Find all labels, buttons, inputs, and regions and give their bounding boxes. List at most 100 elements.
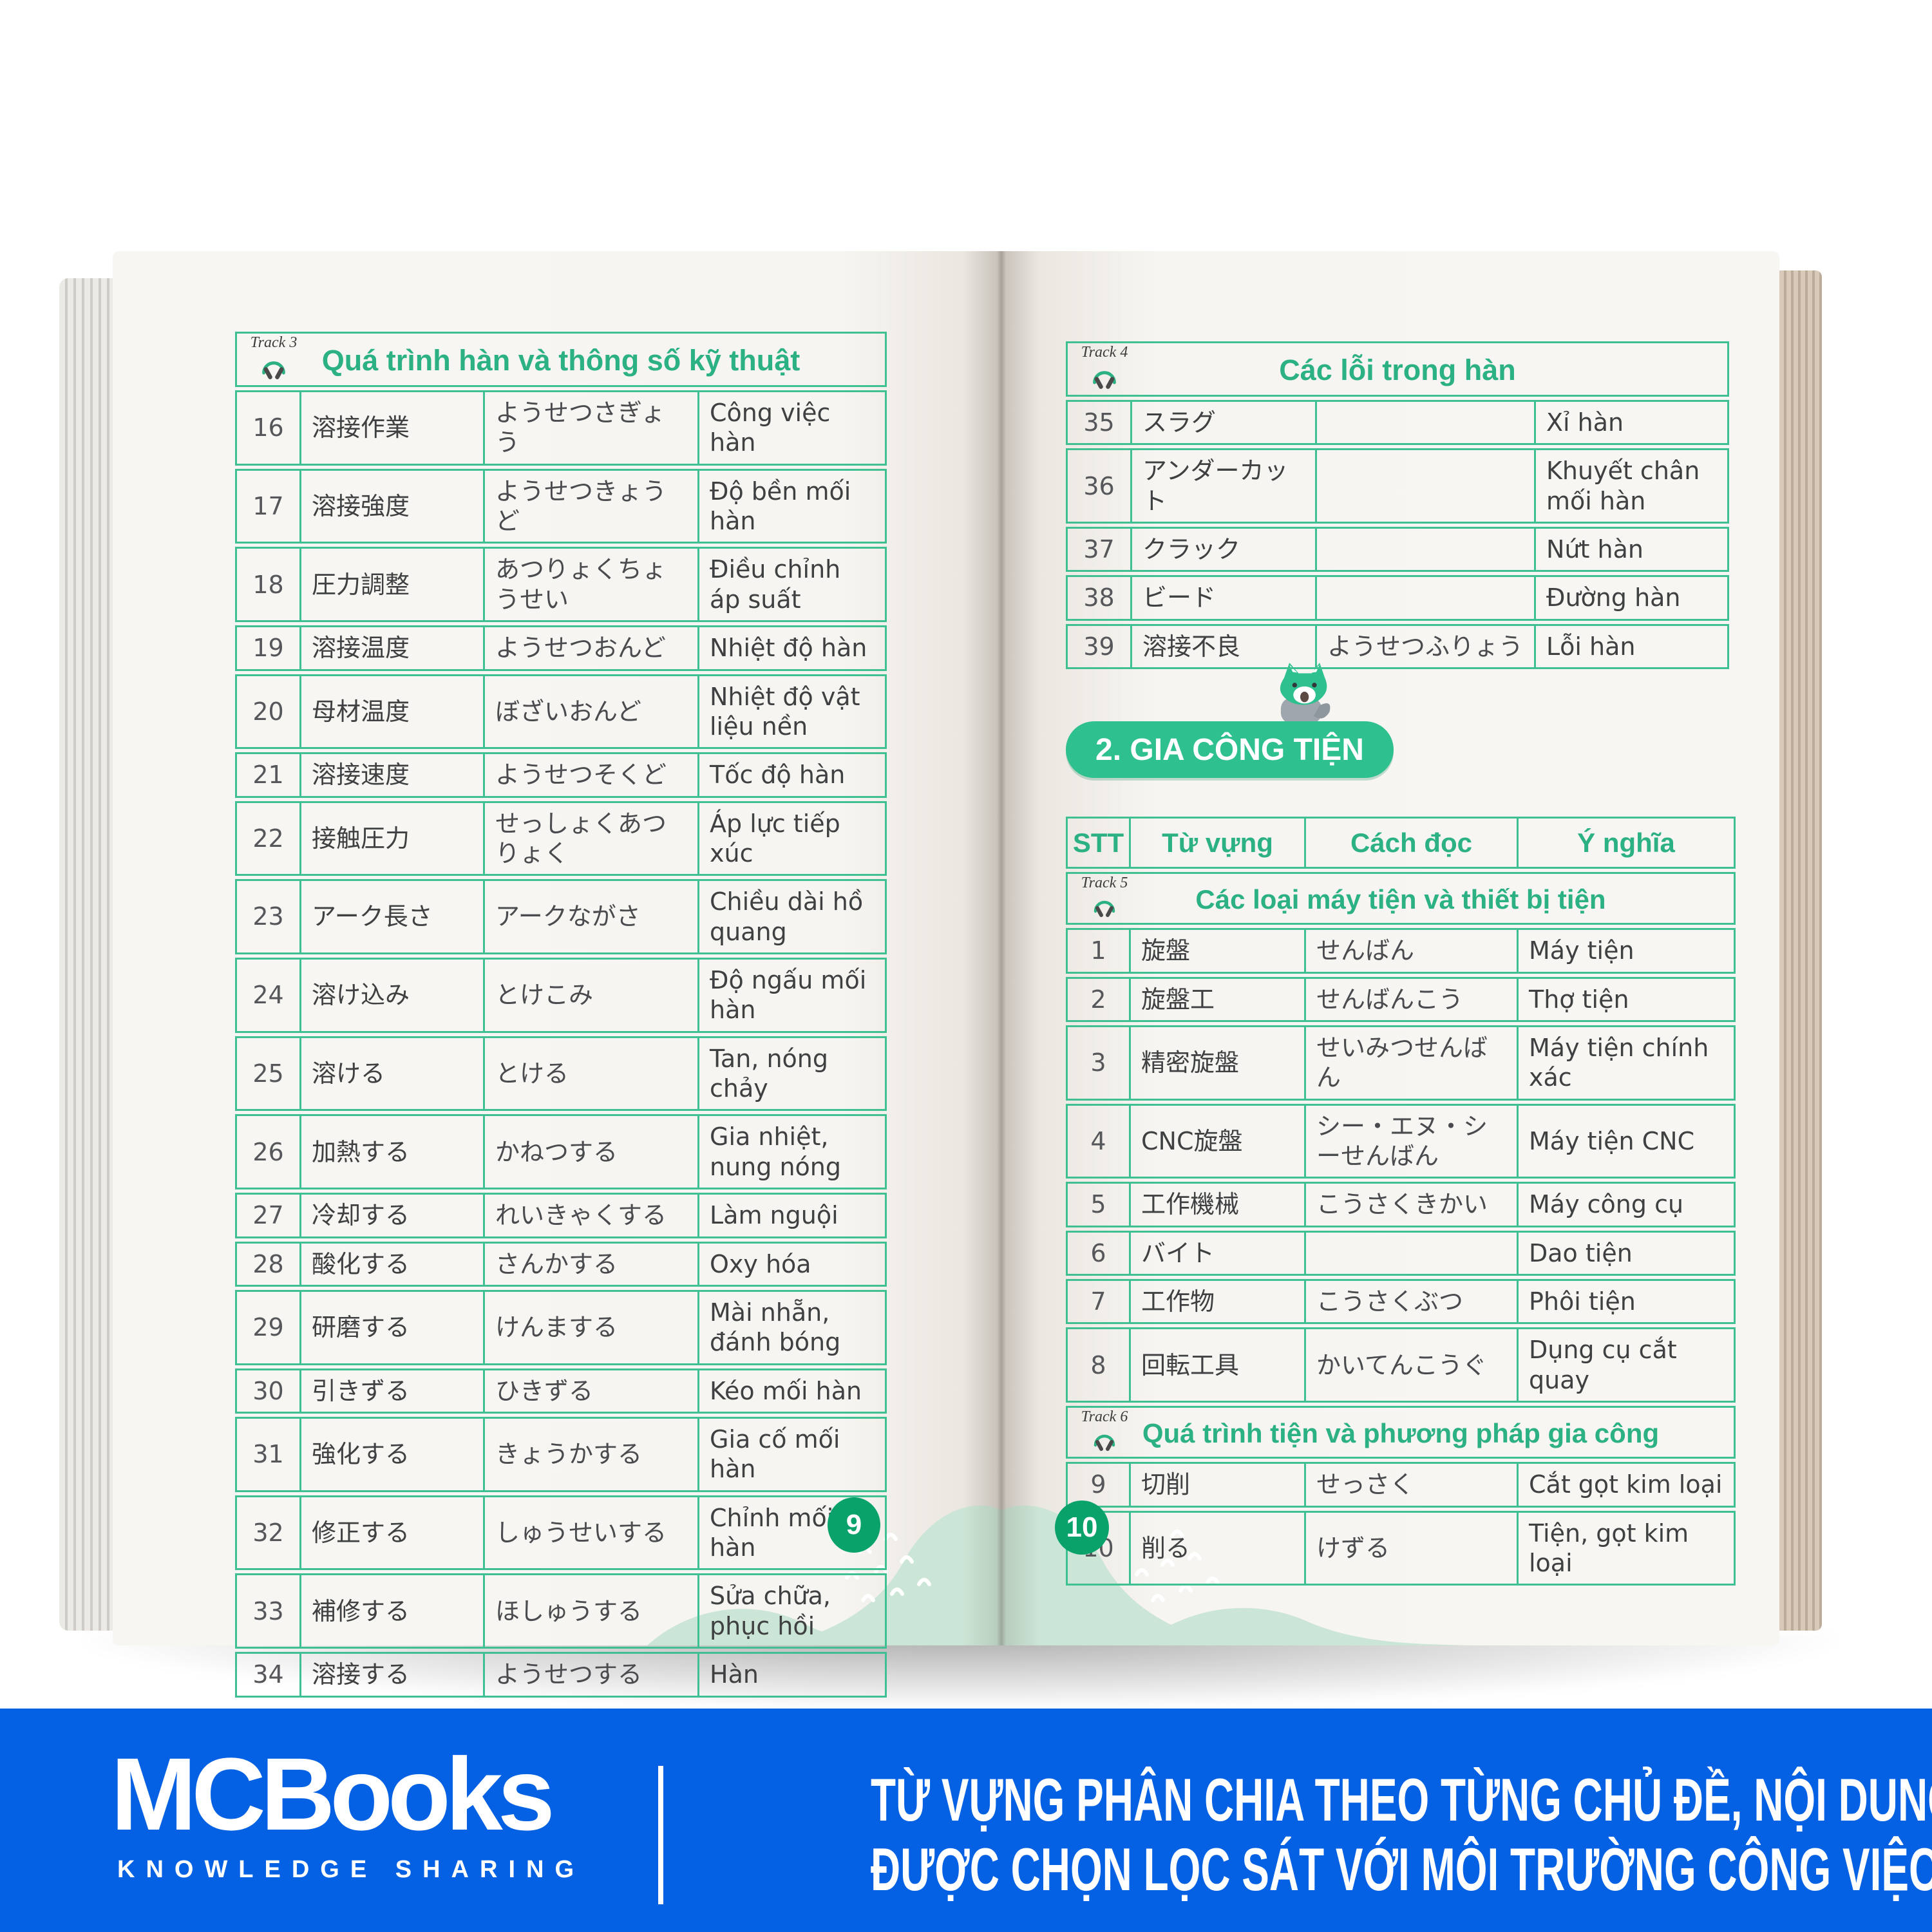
welding-errors-table: Track 4 Các lỗi trong hàn 35 スラグ Xỉ hàn (1066, 341, 1729, 670)
vietnamese-meaning: Lỗi hàn (1546, 632, 1636, 661)
japanese-word: 溶接不良 (1132, 625, 1317, 668)
reading: ようせつふりょう (1317, 625, 1536, 668)
mcbooks-logo: MCBooks (111, 1736, 555, 1852)
vocab-row: 18 圧力調整 あつりょくちょうせい Điều chỉnh áp suất (235, 547, 887, 623)
vocab-row: 1 旋盤 せんばん Máy tiện (1066, 928, 1736, 974)
reading: せいみつせんばん (1306, 1027, 1519, 1099)
vocab-row: 10 削る けずる Tiện, gọt kim loại (1066, 1510, 1736, 1586)
row-number: 17 (237, 470, 301, 542)
japanese-word: 削る (1131, 1512, 1306, 1584)
row-number: 31 (237, 1418, 301, 1490)
japanese-word: 精密旋盤 (1131, 1027, 1306, 1099)
reading: ほしゅうする (485, 1575, 699, 1647)
japanese-word: 溶ける (301, 1037, 485, 1110)
row-number: 35 (1068, 402, 1132, 444)
reading: とけこみ (485, 960, 699, 1031)
vocab-row: 34 溶接する ようせつする Hàn (235, 1652, 887, 1698)
reading: ぼざいおんど (485, 676, 699, 748)
japanese-word: バイト (1131, 1232, 1306, 1274)
reading: かいてんこうぐ (1306, 1329, 1519, 1401)
row-number: 20 (237, 676, 301, 748)
reading: きょうかする (485, 1418, 699, 1490)
track-marker: Track 3 (245, 335, 303, 383)
row-number: 24 (237, 960, 301, 1031)
table-title-row: Track 3 Quá trình hàn và thông số kỹ thu… (235, 332, 887, 387)
hill-decoration-right (1001, 1505, 1472, 1645)
bottom-banner (0, 1709, 1932, 1932)
vocab-row: 25 溶ける とける Tan, nóng chảy (235, 1036, 887, 1112)
vocab-row: 24 溶け込み とけこみ Độ ngấu mối hàn (235, 958, 887, 1033)
banner-text-line2: ĐƯỢC CHỌN LỌC SÁT VỚI MÔI TRƯỜNG CÔNG VI… (871, 1835, 1932, 1903)
vietnamese-meaning: Gia nhiệt, nung nóng (710, 1122, 841, 1181)
vietnamese-meaning: Làm nguội (710, 1201, 838, 1230)
headphones-icon (262, 361, 285, 379)
reading: かねつする (485, 1116, 699, 1188)
header-word: Từ vựng (1131, 819, 1306, 867)
reading (1306, 1232, 1519, 1274)
group-title: Quá trình tiện và phương pháp gia công (1142, 1418, 1660, 1449)
group-title-row: Track 5 Các loại máy tiện và thiết bị ti… (1066, 872, 1736, 925)
reading: けずる (1306, 1512, 1519, 1584)
shiba-dog-icon (1280, 663, 1331, 724)
reading (1317, 577, 1536, 619)
table-header-row: STT Từ vựng Cách đọc Ý nghĩa (1066, 817, 1736, 869)
reading (1317, 529, 1536, 571)
vietnamese-meaning: Máy tiện (1529, 936, 1634, 965)
japanese-word: 引きずる (301, 1370, 485, 1412)
vietnamese-meaning: Thợ tiện (1529, 985, 1629, 1014)
vietnamese-meaning: Mài nhẵn, đánh bóng (710, 1298, 841, 1357)
row-number: 33 (237, 1575, 301, 1647)
header-stt: STT (1068, 819, 1131, 867)
vocab-row: 22 接触圧力 せっしょくあつりょく Áp lực tiếp xúc (235, 800, 887, 876)
japanese-word: 圧力調整 (301, 549, 485, 621)
vietnamese-meaning: Nhiệt độ vật liệu nền (710, 682, 860, 741)
vocab-row: 16 溶接作業 ようせつさぎょう Công việc hàn (235, 390, 887, 466)
reading: こうさくぶつ (1306, 1281, 1519, 1323)
vocab-row: 8 回転工具 かいてんこうぐ Dụng cụ cắt quay (1066, 1327, 1736, 1403)
vietnamese-meaning: Phôi tiện (1529, 1287, 1636, 1316)
japanese-word: 工作機械 (1131, 1184, 1306, 1226)
vietnamese-meaning: Áp lực tiếp xúc (710, 809, 840, 867)
vocab-row: 29 研磨する けんまする Mài nhẵn, đánh bóng (235, 1289, 887, 1365)
japanese-word: ビード (1132, 577, 1317, 619)
vietnamese-meaning: Nhiệt độ hàn (710, 634, 867, 663)
japanese-word: アンダーカット (1132, 450, 1317, 522)
section-heading-pill: 2. GIA CÔNG TIỆN (1066, 721, 1394, 778)
japanese-word: 溶接する (301, 1654, 485, 1696)
vietnamese-meaning: Độ bền mối hàn (710, 477, 851, 536)
vietnamese-meaning: Nứt hàn (1546, 535, 1643, 564)
vocab-row: 33 補修する ほしゅうする Sửa chữa, phục hồi (235, 1573, 887, 1649)
header-reading: Cách đọc (1306, 819, 1519, 867)
row-number: 38 (1068, 577, 1132, 619)
vietnamese-meaning: Tan, nóng chảy (710, 1044, 828, 1103)
row-number: 19 (237, 627, 301, 669)
reading: けんまする (485, 1291, 699, 1363)
table-title: Quá trình hàn và thông số kỹ thuật (321, 344, 800, 377)
reading: ようせつそくど (485, 754, 699, 796)
reading: アークながさ (485, 881, 699, 953)
vocab-row: 37 クラック Nứt hàn (1066, 527, 1729, 573)
group-title-row: Track 6 Quá trình tiện và phương pháp gi… (1066, 1406, 1736, 1459)
vocab-row: 23 アーク長さ アークながさ Chiều dài hồ quang (235, 879, 887, 955)
row-number: 27 (237, 1195, 301, 1236)
mcbooks-tagline: KNOWLEDGE SHARING (117, 1856, 585, 1883)
japanese-word: 溶接強度 (301, 470, 485, 542)
japanese-word: 回転工具 (1131, 1329, 1306, 1401)
track-marker: Track 4 (1075, 345, 1133, 392)
row-number: 25 (237, 1037, 301, 1110)
reading: れいきゃくする (485, 1195, 699, 1236)
reading: ようせつきょうど (485, 470, 699, 542)
japanese-word: クラック (1132, 529, 1317, 571)
row-number: 30 (237, 1370, 301, 1412)
japanese-word: アーク長さ (301, 881, 485, 953)
vocab-row: 39 溶接不良 ようせつふりょう Lỗi hàn (1066, 623, 1729, 670)
banner-divider (658, 1766, 663, 1904)
row-number: 37 (1068, 529, 1132, 571)
vocab-row: 17 溶接強度 ようせつきょうど Độ bền mối hàn (235, 468, 887, 544)
japanese-word: 工作物 (1131, 1281, 1306, 1323)
reading: こうさくきかい (1306, 1184, 1519, 1226)
row-number: 36 (1068, 450, 1132, 522)
row-number: 1 (1068, 930, 1131, 972)
japanese-word: 溶け込み (301, 960, 485, 1031)
vietnamese-meaning: Khuyết chân mối hàn (1546, 457, 1700, 515)
